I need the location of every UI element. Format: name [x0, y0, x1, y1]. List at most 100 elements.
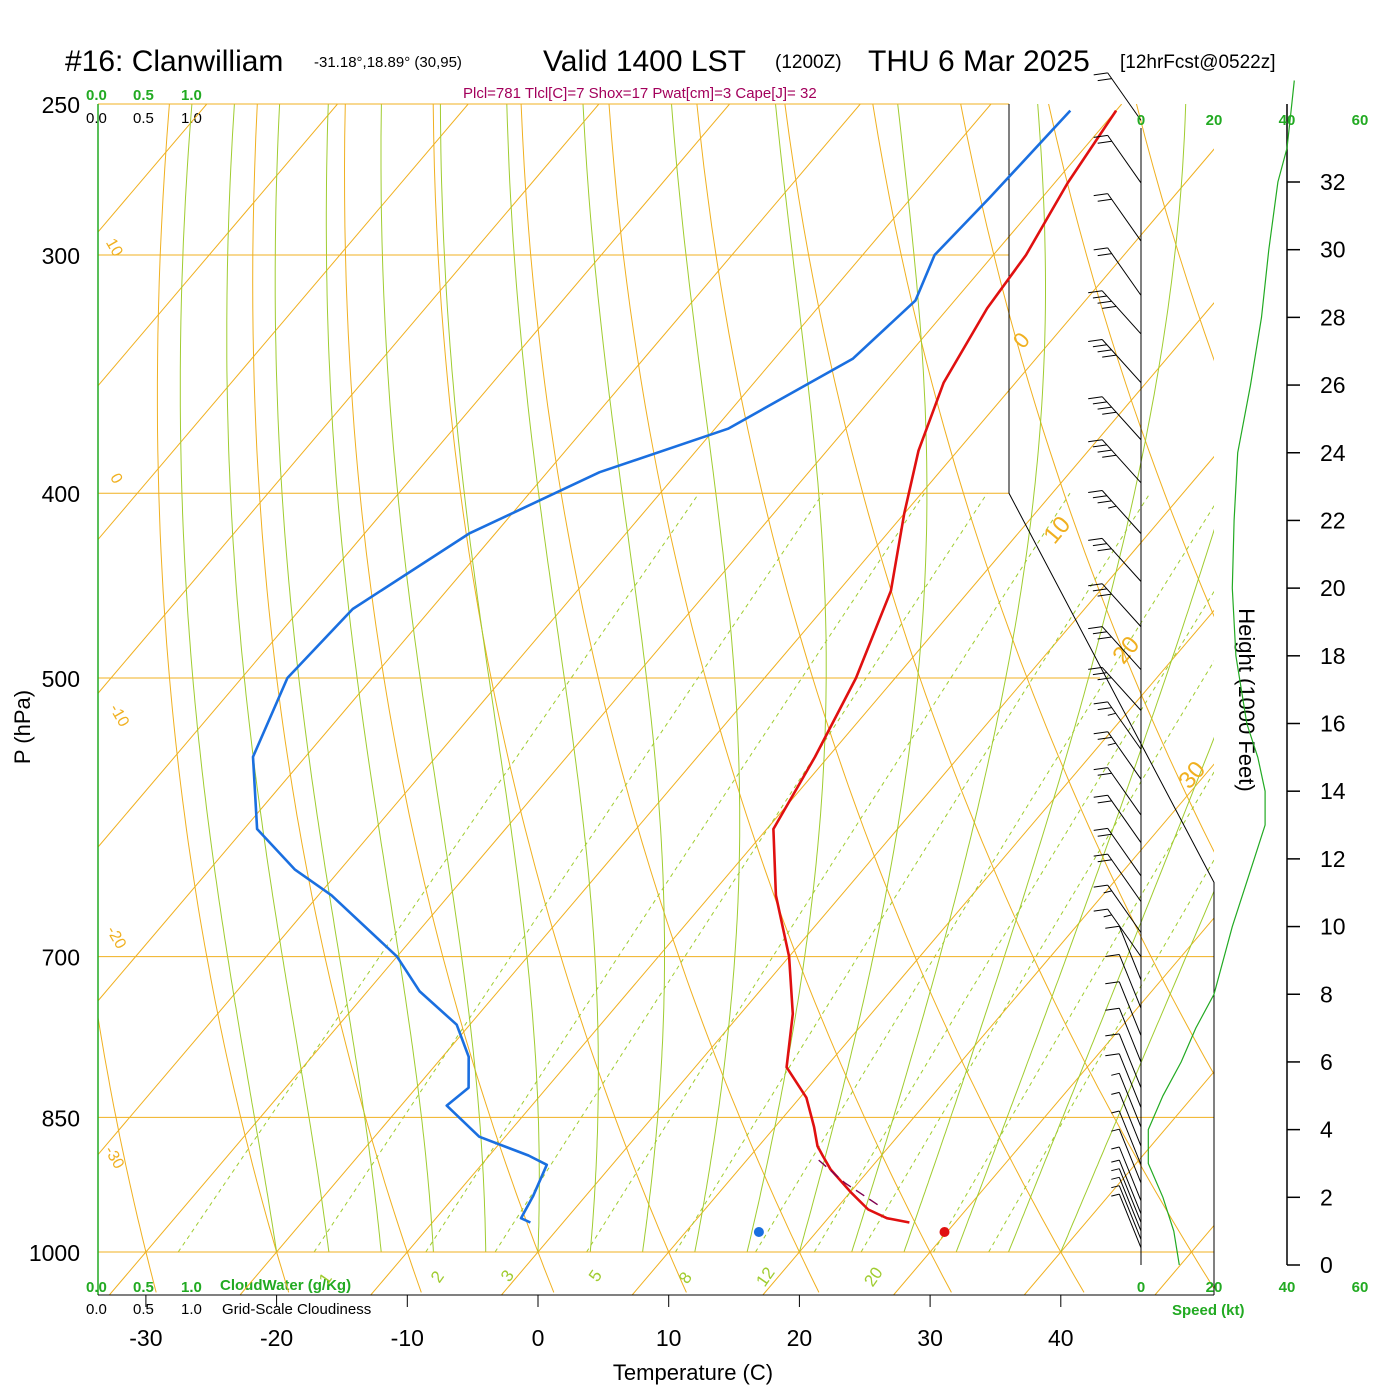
moist-adiabat-0	[439, 104, 540, 1253]
barb-feather	[1102, 354, 1117, 358]
dry-adiabat--20	[156, 104, 290, 1293]
valid-time: Valid 1400 LST	[543, 45, 746, 78]
barb-staff	[1118, 1146, 1142, 1201]
barb-feather	[1092, 631, 1107, 635]
barb-feather	[1088, 439, 1103, 443]
wind-barb	[1088, 537, 1142, 582]
mixing-ratio-label-5: 5	[585, 1267, 606, 1286]
mixing-ratio-label-3: 3	[497, 1267, 518, 1286]
barb-feather	[1092, 295, 1107, 299]
wind-barb	[1111, 1168, 1142, 1223]
top-green-1: 0.5	[133, 87, 154, 104]
barb-feather	[1107, 742, 1116, 746]
height-tick-label: 24	[1320, 440, 1346, 466]
barb-staff	[1107, 853, 1142, 902]
mixing-ratio-label-2: 2	[427, 1268, 448, 1287]
isotherm-20	[762, 763, 1214, 1295]
height-tick-label: 4	[1320, 1117, 1333, 1143]
barb-feather	[1111, 1146, 1120, 1150]
wind-barb	[1093, 827, 1142, 877]
height-tick-label: 20	[1320, 575, 1346, 601]
barb-feather	[1097, 833, 1112, 837]
barb-staff	[1118, 1008, 1142, 1063]
dry-adiabat-label-10: 10	[102, 236, 126, 260]
barb-staff	[1118, 1053, 1142, 1108]
barb-staff	[1107, 794, 1142, 843]
height-tick-label: 6	[1320, 1049, 1333, 1075]
barb-feather	[1111, 1185, 1120, 1189]
barb-staff	[1101, 439, 1142, 484]
wind-barb	[1088, 290, 1142, 335]
isotherm--10	[370, 302, 1214, 1295]
moist-adiabat-20	[798, 104, 928, 1253]
dry-adiabat-80	[1048, 104, 1214, 618]
profile-series	[251, 109, 1118, 1237]
barb-feather	[1105, 1053, 1120, 1057]
barb-staff	[1118, 926, 1142, 981]
height-tick-label: 0	[1320, 1252, 1333, 1278]
bottom-green-2: 1.0	[181, 1279, 202, 1296]
wind-barb	[1111, 1072, 1142, 1128]
barb-feather	[1097, 593, 1112, 597]
barb-feather	[1092, 495, 1107, 499]
barb-feather	[1097, 140, 1112, 144]
isotherm-60	[1286, 104, 1400, 1295]
pressure-tick-label: 500	[42, 666, 80, 692]
barb-feather	[1088, 537, 1103, 541]
isotherm--90	[98, 104, 338, 387]
barb-staff	[1107, 767, 1142, 816]
isotherm--40	[98, 104, 992, 1156]
barb-feather	[1092, 672, 1107, 676]
barb-feather	[1097, 500, 1112, 504]
barb-feather	[1088, 626, 1103, 630]
wind-barb	[1111, 1146, 1142, 1201]
barb-feather	[1097, 449, 1112, 453]
wind-barb	[1088, 666, 1142, 711]
height-tick-label: 22	[1320, 507, 1346, 533]
wind-barb	[1111, 1185, 1142, 1240]
height-tick-label: 14	[1320, 778, 1346, 804]
barb-feather	[1097, 349, 1112, 353]
wind-barb	[1088, 439, 1142, 484]
barb-staff	[1107, 828, 1142, 877]
height-tick-label: 16	[1320, 711, 1346, 737]
barb-staff	[1118, 981, 1142, 1036]
barb-staff	[1118, 1185, 1142, 1240]
barb-feather	[1103, 890, 1112, 894]
wind-barb	[1093, 884, 1142, 933]
barb-staff	[1107, 247, 1142, 296]
moist-adiabat--4	[380, 104, 487, 1252]
barb-staff	[1118, 1168, 1142, 1223]
dry-adiabat-label--20: -20	[103, 923, 129, 952]
moist-adiabat--16	[226, 104, 330, 1253]
dry-adiabat--30	[98, 1014, 157, 1293]
barb-feather	[1105, 1007, 1120, 1011]
wind-barb	[1088, 490, 1142, 534]
barb-feather	[1097, 636, 1112, 640]
wind-barb	[1093, 72, 1142, 121]
stats-line: Plcl=781 Tlcl[C]=7 Shox=17 Pwat[cm]=3 Ca…	[463, 85, 817, 102]
temperature-tick-label: 0	[532, 1325, 545, 1351]
speed-tick-bottom: 60	[1352, 1279, 1369, 1296]
height-speed-profile	[1147, 80, 1295, 1266]
barb-staff	[1101, 396, 1142, 441]
isotherm-0	[501, 455, 1214, 1295]
barb-feather	[1093, 134, 1108, 138]
isotherm-30	[893, 917, 1214, 1295]
wind-barb	[1093, 193, 1142, 242]
barb-feather	[1093, 701, 1108, 705]
barb-staff	[1118, 1159, 1142, 1215]
top-green-2: 1.0	[181, 87, 202, 104]
barb-feather	[1092, 344, 1107, 348]
moist-adiabat-32	[955, 528, 1214, 1253]
barb-feather	[1093, 731, 1108, 735]
top-black-0: 0.0	[86, 110, 107, 127]
barb-feather	[1093, 827, 1108, 831]
wind-barb	[1093, 794, 1142, 843]
barb-staff	[1118, 1110, 1142, 1165]
isotherm--80	[98, 104, 469, 541]
dry-adiabat-label-0: 0	[106, 471, 125, 487]
isotherm-label-30: 30	[1173, 756, 1211, 794]
barb-staff	[1118, 1033, 1142, 1088]
